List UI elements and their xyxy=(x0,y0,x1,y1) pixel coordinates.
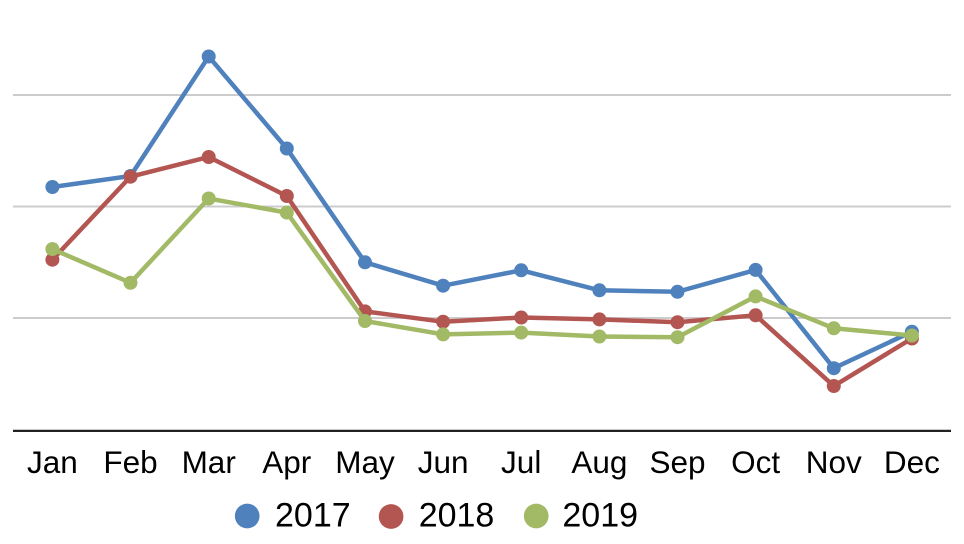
svg-text:Oct: Oct xyxy=(731,444,780,480)
svg-text:Aug: Aug xyxy=(571,444,627,480)
svg-text:2017: 2017 xyxy=(275,497,351,535)
svg-text:2019: 2019 xyxy=(562,497,638,535)
svg-text:Apr: Apr xyxy=(262,444,311,480)
svg-text:Mar: Mar xyxy=(182,444,236,480)
svg-text:May: May xyxy=(335,444,395,480)
svg-text:Feb: Feb xyxy=(103,444,157,480)
svg-text:2018: 2018 xyxy=(419,497,495,535)
svg-text:Nov: Nov xyxy=(806,444,862,480)
svg-text:Sep: Sep xyxy=(649,444,705,480)
svg-text:Jul: Jul xyxy=(501,444,541,480)
svg-text:Jan: Jan xyxy=(27,444,78,480)
svg-text:Jun: Jun xyxy=(418,444,469,480)
svg-text:Dec: Dec xyxy=(884,444,940,480)
